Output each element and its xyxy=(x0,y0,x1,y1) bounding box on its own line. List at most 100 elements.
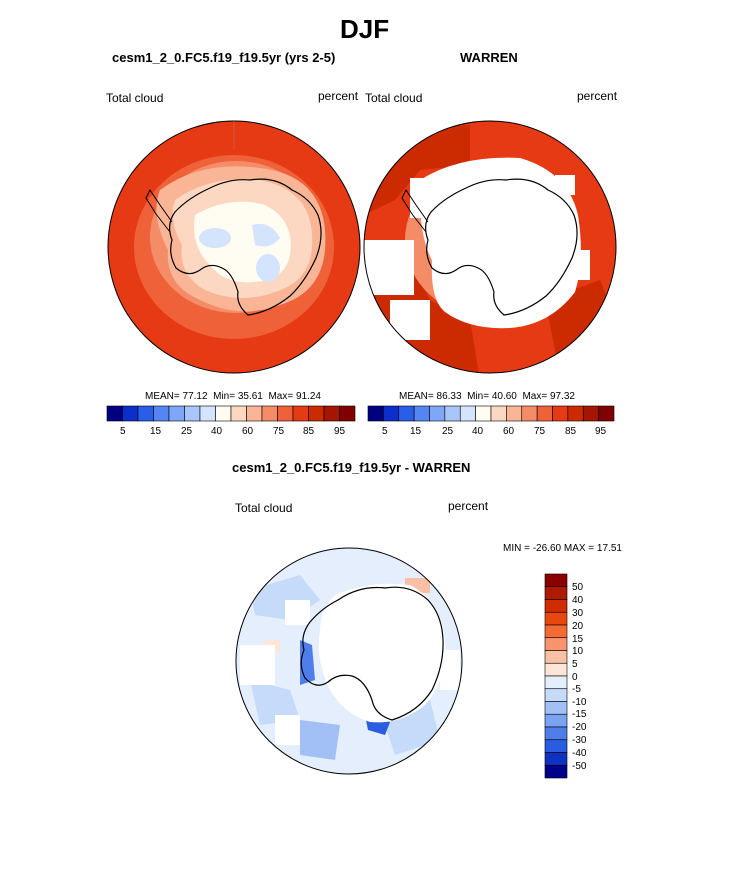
abs-cb2-label: 75 xyxy=(534,426,546,437)
colorbar-swatch xyxy=(544,573,568,588)
diff-cb-label: -20 xyxy=(572,722,587,733)
panel2-min-label: Min= xyxy=(467,391,490,402)
colorbar-swatch xyxy=(199,405,216,422)
colorbar-swatch xyxy=(544,662,568,677)
diff-cb-label: -15 xyxy=(572,709,587,720)
colorbar-swatch xyxy=(413,405,430,422)
colorbar-swatch xyxy=(544,650,568,664)
diff-cb-label: 10 xyxy=(572,646,584,657)
diff-cb-label: 20 xyxy=(572,621,584,632)
colorbar-swatch xyxy=(323,405,340,422)
abs-cb2-label: 85 xyxy=(565,426,577,437)
colorbar-swatch xyxy=(339,405,356,422)
colorbar-swatch xyxy=(506,405,523,422)
diff-cb-label: -10 xyxy=(572,697,587,708)
colorbar-swatch xyxy=(215,405,232,422)
map-panel-diff xyxy=(236,548,462,774)
abs-cb2-label: 60 xyxy=(503,426,515,437)
abs-cb1-label: 15 xyxy=(150,426,162,437)
abs-cb2-label: 25 xyxy=(442,426,454,437)
colorbar-swatch xyxy=(544,752,568,766)
panel2-mean-label: MEAN= xyxy=(399,391,434,402)
colorbar-swatch xyxy=(544,701,568,715)
diff-cb-label: 5 xyxy=(572,659,578,670)
colorbar-swatch xyxy=(544,637,568,651)
diff-cb-label: -40 xyxy=(572,748,587,759)
panel1-stats: MEAN= 77.12 Min= 35.61 Max= 91.24 xyxy=(145,391,321,402)
colorbar-swatch xyxy=(475,405,492,422)
colorbar-swatch xyxy=(367,405,384,422)
panel1-min-label: Min= xyxy=(213,391,236,402)
colorbar-swatch xyxy=(398,405,415,422)
diff-variable-label: Total cloud xyxy=(235,501,293,515)
map-border-obs xyxy=(363,120,617,374)
panel1-min-value: 35.61 xyxy=(237,391,263,402)
colorbar-swatch xyxy=(521,405,538,422)
abs-cb1-label: 75 xyxy=(273,426,285,437)
colorbar-swatch xyxy=(552,405,569,422)
colorbar-swatch xyxy=(168,405,185,422)
colorbar-swatch xyxy=(383,405,400,422)
colorbar-swatch xyxy=(544,713,568,728)
diff-minmax: MIN = -26.60 MAX = 17.51 xyxy=(503,543,622,554)
panel2-max-value: 97.32 xyxy=(549,391,575,402)
diff-title: cesm1_2_0.FC5.f19_f19.5yr - WARREN xyxy=(232,460,471,475)
panel2-max-label: Max= xyxy=(522,391,548,402)
diff-cb-label: -5 xyxy=(572,684,581,695)
colorbar-swatch xyxy=(544,586,568,600)
diff-cb-label: -50 xyxy=(572,761,587,772)
abs-colorbar-2 xyxy=(367,405,615,422)
diff-cb-label: -30 xyxy=(572,735,587,746)
map-border-diff xyxy=(235,547,463,775)
colorbar-swatch xyxy=(429,405,446,422)
colorbar-swatch xyxy=(598,405,615,422)
abs-cb2-label: 40 xyxy=(472,426,484,437)
abs-cb1-label: 40 xyxy=(211,426,223,437)
panel1-max-label: Max= xyxy=(268,391,294,402)
diff-cb-label: 40 xyxy=(572,595,584,606)
diff-cb-label: 50 xyxy=(572,582,584,593)
panel1-title: cesm1_2_0.FC5.f19_f19.5yr (yrs 2-5) xyxy=(112,50,336,65)
abs-cb1-label: 85 xyxy=(303,426,315,437)
colorbar-swatch xyxy=(122,405,139,422)
colorbar-swatch xyxy=(459,405,476,422)
colorbar-swatch xyxy=(544,624,568,639)
abs-cb2-label: 15 xyxy=(410,426,422,437)
colorbar-swatch xyxy=(137,405,154,422)
panel1-max-value: 91.24 xyxy=(295,391,321,402)
colorbar-swatch xyxy=(444,405,461,422)
diff-cb-label: 30 xyxy=(572,608,584,619)
abs-cb1-label: 60 xyxy=(242,426,254,437)
abs-cb2-label: 95 xyxy=(595,426,607,437)
colorbar-swatch xyxy=(292,405,309,422)
colorbar-swatch xyxy=(106,405,123,422)
panel1-units-label: percent xyxy=(318,89,359,103)
panel1-mean-label: MEAN= xyxy=(145,391,180,402)
panel2-title: WARREN xyxy=(460,50,518,65)
abs-cb1-label: 25 xyxy=(181,426,193,437)
panel2-units-label: percent xyxy=(577,89,618,103)
colorbar-swatch xyxy=(536,405,553,422)
colorbar-swatch xyxy=(277,405,294,422)
panel1-mean-value: 77.12 xyxy=(182,391,208,402)
map-panel-model xyxy=(108,121,360,373)
colorbar-swatch xyxy=(184,405,201,422)
colorbar-swatch xyxy=(544,599,568,613)
abs-colorbar-1 xyxy=(106,405,356,422)
colorbar-swatch xyxy=(544,611,568,626)
diff-cb-label: 0 xyxy=(572,672,578,683)
colorbar-swatch xyxy=(544,675,568,690)
colorbar-swatch xyxy=(246,405,263,422)
colorbar-swatch xyxy=(544,764,568,779)
diff-colorbar xyxy=(544,573,568,779)
abs-cb1-label: 5 xyxy=(120,426,126,437)
abs-cb1-label: 95 xyxy=(334,426,346,437)
colorbar-swatch xyxy=(567,405,584,422)
panel2-stats: MEAN= 86.33 Min= 40.60 Max= 97.32 xyxy=(399,391,575,402)
abs-cb2-label: 5 xyxy=(382,426,388,437)
colorbar-swatch xyxy=(544,688,568,702)
colorbar-swatch xyxy=(308,405,325,422)
map-panel-obs xyxy=(364,121,616,373)
season-title: DJF xyxy=(340,14,390,44)
